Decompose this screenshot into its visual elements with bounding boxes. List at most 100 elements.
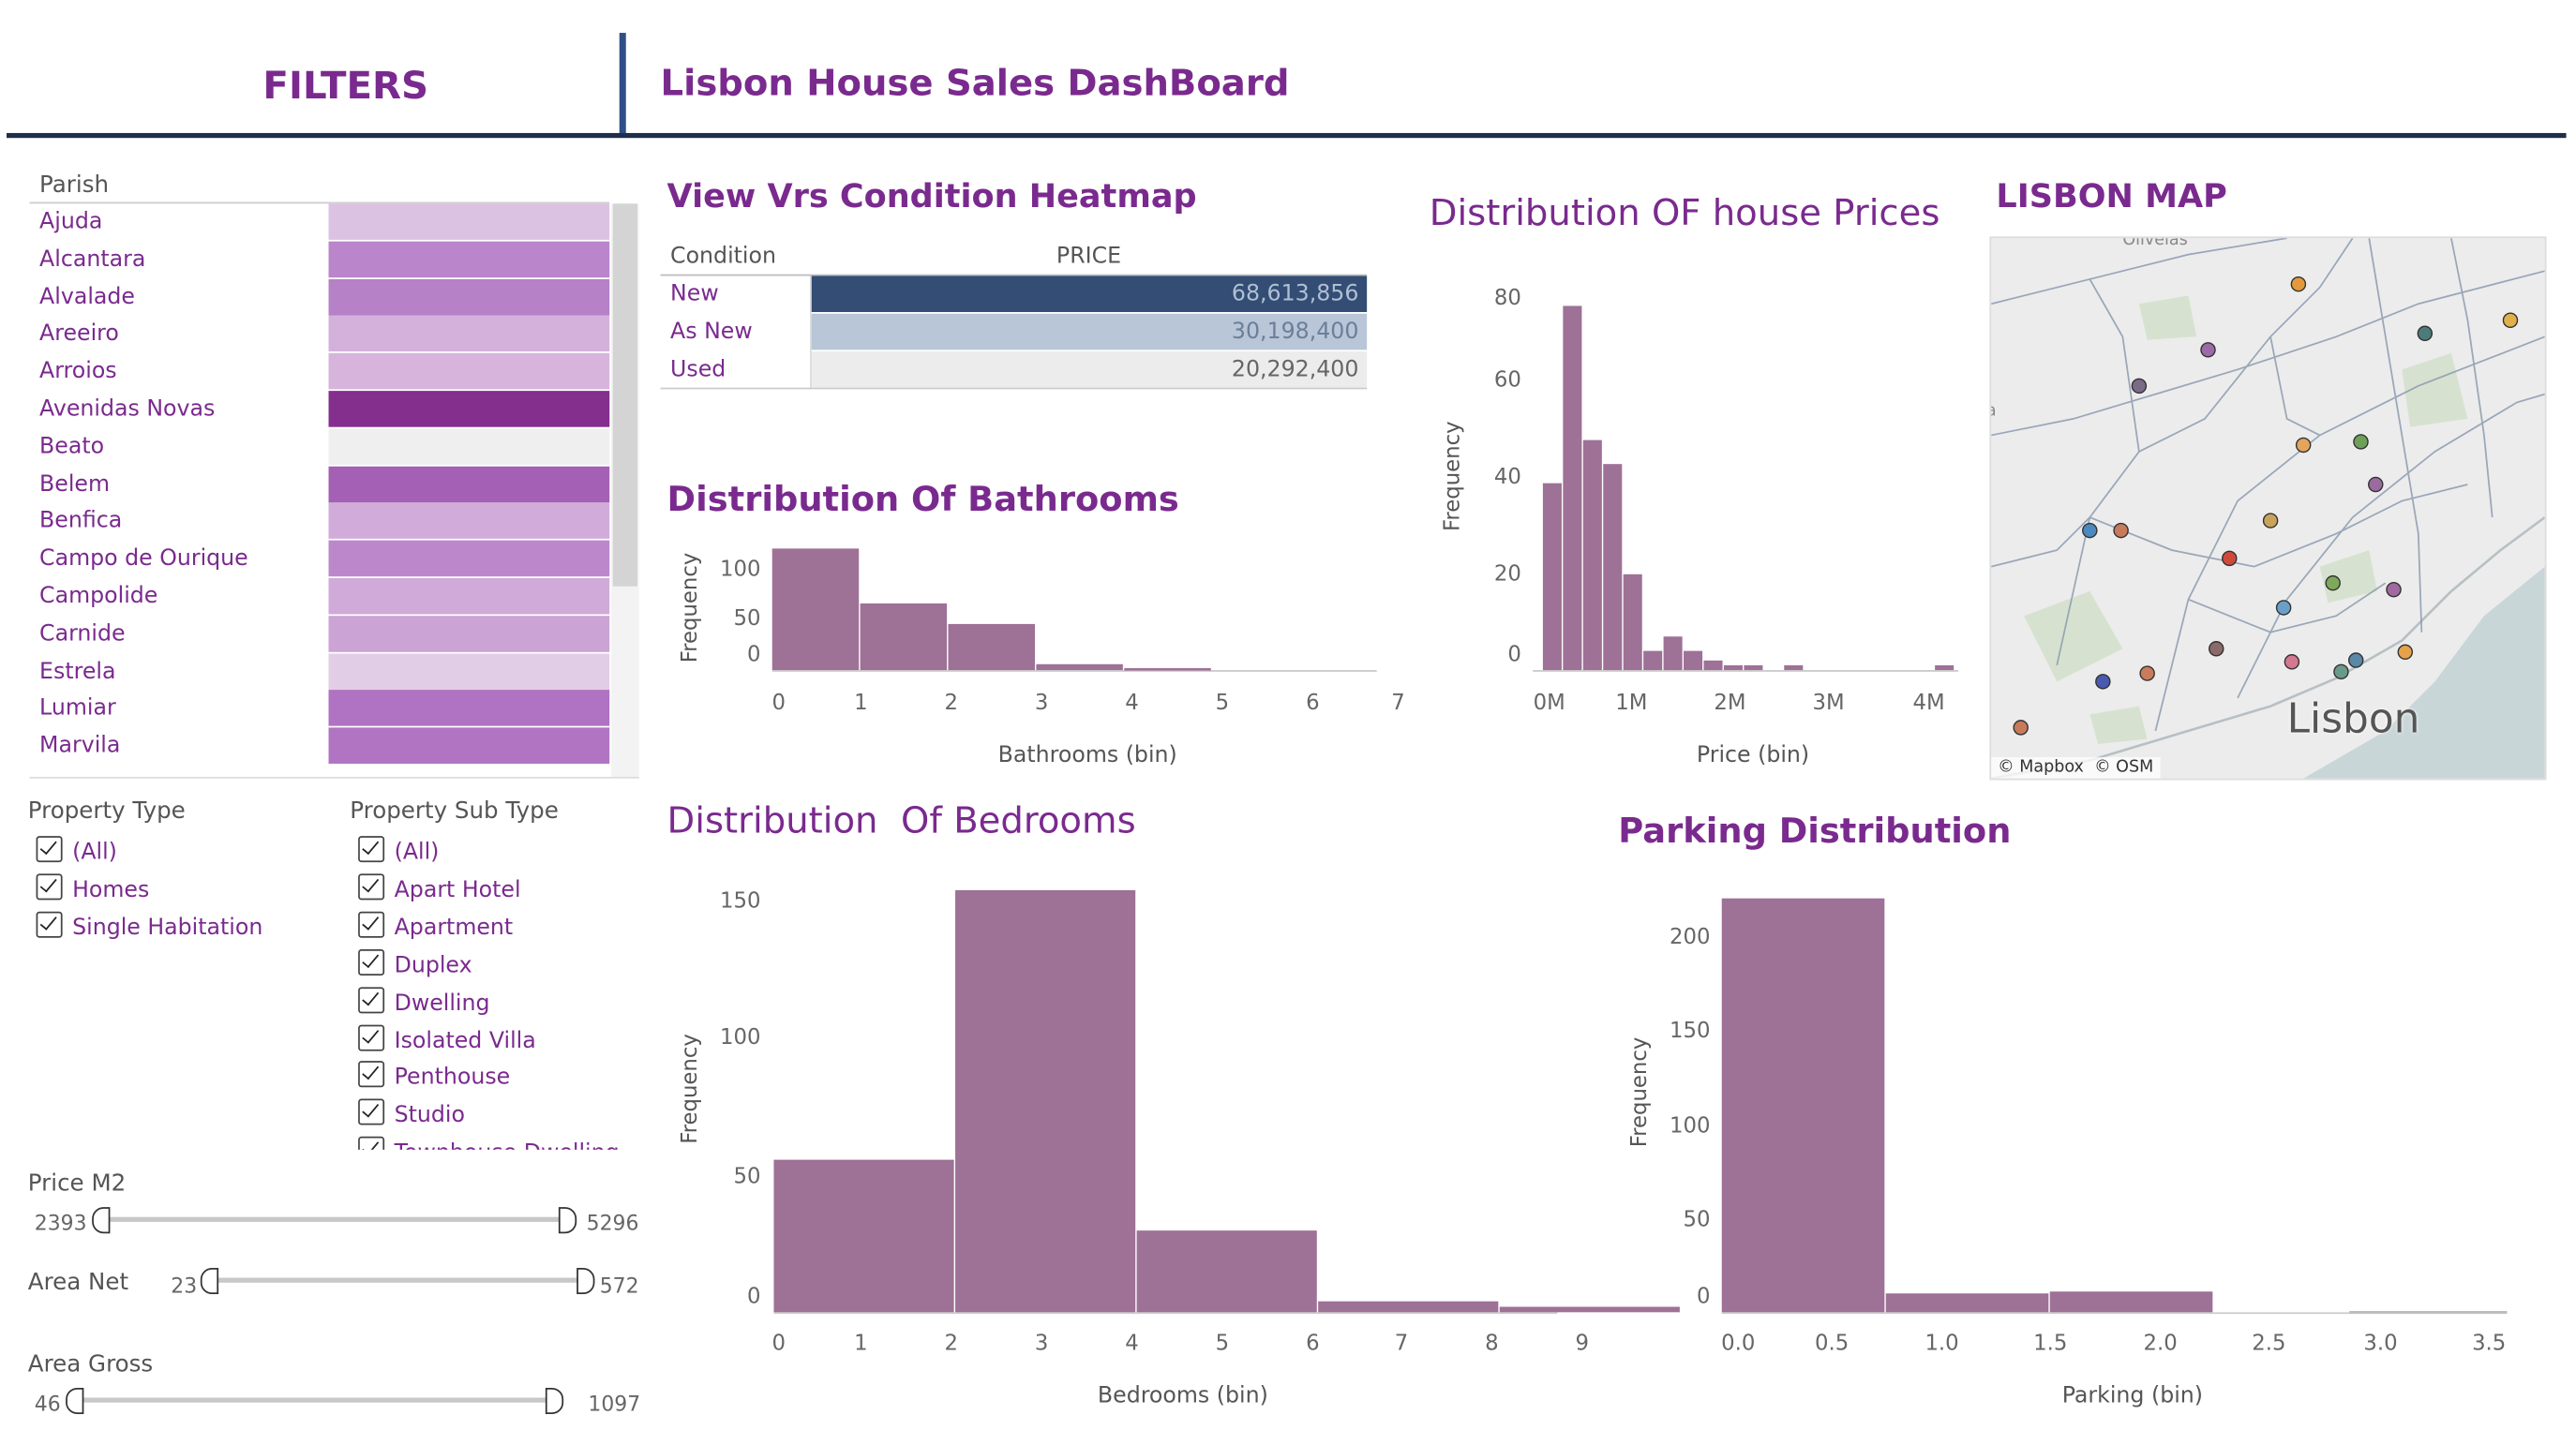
heatmap-row[interactable]: New 68,613,856	[661, 276, 1368, 313]
histogram-bar[interactable]	[860, 603, 948, 671]
map-property-marker[interactable]	[2347, 652, 2364, 668]
map-property-marker[interactable]	[2095, 674, 2111, 690]
area-gross-track[interactable]	[75, 1397, 552, 1403]
map-property-marker[interactable]	[2290, 276, 2307, 292]
parish-item[interactable]: Ajuda	[30, 203, 610, 241]
checkbox-checked-icon[interactable]	[358, 986, 385, 1013]
histogram-bar[interactable]	[773, 1159, 954, 1313]
histogram-bar[interactable]	[1784, 664, 1804, 671]
map-property-marker[interactable]	[2262, 513, 2279, 529]
histogram-bar[interactable]	[1036, 663, 1123, 671]
property-type-options[interactable]: (All) Homes Single Habitation	[36, 833, 332, 948]
parish-item[interactable]: Arroios	[30, 353, 610, 391]
property-sub-type-option[interactable]: Duplex	[358, 946, 472, 982]
parish-item[interactable]: Carnide	[30, 615, 610, 653]
property-sub-type-option[interactable]: Dwelling	[358, 983, 489, 1020]
histogram-bar[interactable]	[1721, 898, 1885, 1313]
map-property-marker[interactable]	[2295, 437, 2312, 454]
map-property-marker[interactable]	[2284, 654, 2300, 670]
histogram-bar[interactable]	[1623, 574, 1642, 671]
histogram-bar[interactable]	[1603, 464, 1623, 671]
histogram-bar[interactable]	[1684, 650, 1703, 671]
map-property-marker[interactable]	[2209, 641, 2224, 657]
parish-item[interactable]: Alcantara	[30, 241, 610, 278]
property-sub-type-option[interactable]: Apartment	[358, 908, 513, 945]
property-type-option[interactable]: Single Habitation	[36, 908, 263, 945]
price-m2-max-handle[interactable]	[558, 1207, 577, 1234]
histogram-bar[interactable]	[1885, 1293, 2049, 1313]
histogram-bar[interactable]	[1124, 667, 1211, 671]
parish-item[interactable]: Marvila	[30, 727, 610, 766]
histogram-bar[interactable]	[1542, 483, 1562, 671]
price-m2-track[interactable]	[101, 1216, 569, 1222]
checkbox-checked-icon[interactable]	[358, 836, 385, 863]
property-sub-type-options[interactable]: (All) Apart Hotel Apartment Duplex Dwelling I…	[358, 833, 637, 1150]
area-net-track[interactable]	[210, 1277, 584, 1283]
map-attribution[interactable]: © Mapbox © OSM	[1991, 756, 2161, 779]
histogram-bar[interactable]	[1318, 1301, 1499, 1313]
area-net-max-handle[interactable]	[577, 1268, 595, 1295]
checkbox-checked-icon[interactable]	[36, 911, 63, 938]
parish-item[interactable]: Benfica	[30, 502, 610, 541]
area-gross-max-handle[interactable]	[545, 1387, 564, 1414]
checkbox-checked-icon[interactable]	[358, 1137, 385, 1150]
histogram-bar[interactable]	[1744, 664, 1763, 671]
histogram-bar[interactable]	[1703, 660, 1723, 671]
map-property-marker[interactable]	[2131, 378, 2148, 395]
parish-item[interactable]: Campo de Ourique	[30, 540, 610, 578]
property-sub-type-option[interactable]: Townhouse Dwelling	[358, 1134, 620, 1150]
lisbon-map[interactable]: Olivelas a Lisbon © Mapbox © OSM	[1989, 236, 2547, 781]
histogram-bar[interactable]	[1643, 650, 1663, 671]
property-type-option[interactable]: (All)	[36, 833, 117, 870]
histogram-bar[interactable]	[2049, 1291, 2213, 1313]
map-property-marker[interactable]	[2502, 312, 2519, 328]
parish-item[interactable]: Belem	[30, 466, 610, 503]
map-property-marker[interactable]	[2139, 665, 2155, 681]
checkbox-checked-icon[interactable]	[36, 836, 63, 863]
parish-item[interactable]: Lumiar	[30, 690, 610, 728]
histogram-bar[interactable]	[1935, 664, 1954, 671]
checkbox-checked-icon[interactable]	[358, 1061, 385, 1088]
parish-scrollbar[interactable]	[610, 203, 639, 777]
map-property-marker[interactable]	[2368, 476, 2384, 493]
checkbox-checked-icon[interactable]	[358, 873, 385, 901]
map-property-marker[interactable]	[2417, 325, 2434, 342]
histogram-bar[interactable]	[1499, 1306, 1680, 1313]
heatmap-row[interactable]: Used 20,292,400	[661, 350, 1368, 389]
histogram-bar[interactable]	[1582, 439, 1602, 671]
map-property-marker[interactable]	[2353, 434, 2369, 450]
checkbox-checked-icon[interactable]	[358, 1023, 385, 1050]
checkbox-checked-icon[interactable]	[358, 1099, 385, 1126]
map-property-marker[interactable]	[2333, 663, 2349, 680]
map-property-marker[interactable]	[2386, 581, 2402, 598]
map-property-marker[interactable]	[2013, 720, 2029, 736]
histogram-bar[interactable]	[1723, 664, 1743, 671]
map-property-marker[interactable]	[2325, 574, 2341, 591]
property-sub-type-option[interactable]: Apart Hotel	[358, 871, 521, 907]
checkbox-checked-icon[interactable]	[36, 873, 63, 901]
parish-item[interactable]: Campolide	[30, 577, 610, 616]
parish-item[interactable]: Beato	[30, 428, 610, 466]
parish-item[interactable]: Avenidas Novas	[30, 391, 610, 428]
property-sub-type-option[interactable]: Penthouse	[358, 1058, 510, 1095]
checkbox-checked-icon[interactable]	[358, 911, 385, 938]
histogram-bar[interactable]	[1663, 636, 1683, 671]
histogram-bar[interactable]	[771, 548, 860, 671]
parish-list[interactable]: Ajuda Alcantara Alvalade Areeiro Arroios Aven…	[0, 203, 611, 777]
property-sub-type-option[interactable]: Studio	[358, 1096, 465, 1133]
property-sub-type-option[interactable]: (All)	[358, 833, 439, 870]
property-type-option[interactable]: Homes	[36, 871, 149, 907]
property-sub-type-option[interactable]: Isolated Villa	[358, 1020, 536, 1057]
map-property-marker[interactable]	[2275, 600, 2292, 616]
parish-scrollbar-thumb[interactable]	[612, 203, 638, 587]
map-property-marker[interactable]	[2397, 644, 2414, 661]
area-gross-min-handle[interactable]	[66, 1387, 84, 1414]
parish-item[interactable]: Areeiro	[30, 316, 610, 353]
checkbox-checked-icon[interactable]	[358, 948, 385, 976]
heatmap-row[interactable]: As New 30,198,400	[661, 313, 1368, 351]
price-m2-min-handle[interactable]	[92, 1207, 111, 1234]
map-property-marker[interactable]	[2222, 550, 2238, 567]
map-property-marker[interactable]	[2082, 522, 2098, 539]
map-property-marker[interactable]	[2113, 522, 2129, 539]
histogram-bar[interactable]	[948, 623, 1035, 671]
